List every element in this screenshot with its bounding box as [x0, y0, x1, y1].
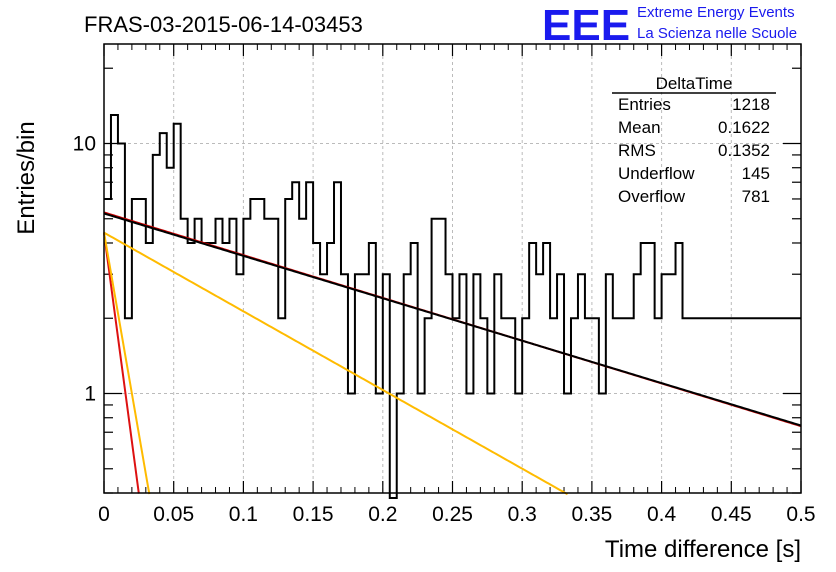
y-tick-label: 1 — [84, 383, 96, 406]
stats-label: RMS — [618, 141, 656, 160]
stats-title: DeltaTime — [656, 74, 733, 93]
x-tick-label: 0.3 — [508, 503, 537, 526]
stats-value: 0.1622 — [718, 118, 770, 137]
stats-label: Underflow — [618, 164, 695, 183]
fit-curve — [103, 231, 568, 496]
plot-frame: 0 0.05 0.1 0.15 0.2 0.25 0.3 0.35 0.4 0.45 0.5 1 10 — [73, 43, 816, 526]
x-tick-label: 0.45 — [711, 503, 752, 526]
x-tick-label: 0.2 — [368, 503, 397, 526]
eee-logo-line1: Extreme Energy Events — [637, 4, 795, 21]
stats-box: DeltaTime Entries 1218 Mean 0.1622 RMS 0.1352… — [612, 74, 776, 206]
x-tick-label: 0 — [98, 503, 110, 526]
histogram-line — [104, 114, 801, 499]
stats-label: Entries — [618, 95, 671, 114]
eee-logo: EEE — [542, 1, 630, 50]
stats-label: Mean — [618, 118, 661, 137]
fit-curves — [103, 211, 802, 496]
stats-value: 1218 — [732, 95, 770, 114]
x-tick-label: 0.35 — [571, 503, 612, 526]
fit-curve — [103, 232, 151, 495]
y-tick-label: 10 — [73, 132, 96, 155]
eee-logo-line2: La Scienza nelle Scuole — [637, 25, 797, 42]
stats-value: 781 — [742, 187, 770, 206]
x-tick-label: 0.5 — [786, 503, 815, 526]
stats-value: 145 — [742, 164, 770, 183]
grid — [103, 44, 802, 493]
stats-value: 0.1352 — [718, 141, 770, 160]
x-tick-label: 0.25 — [432, 503, 473, 526]
x-tick-label: 0.05 — [153, 503, 194, 526]
y-axis-label: Entries/bin — [13, 121, 40, 234]
x-tick-label: 0.15 — [293, 503, 334, 526]
x-tick-label: 0.1 — [229, 503, 258, 526]
x-tick-label: 0.4 — [647, 503, 677, 526]
plot-border — [103, 43, 802, 494]
fit-curve — [103, 232, 140, 494]
axis-ticks: 0 0.05 0.1 0.15 0.2 0.25 0.3 0.35 0.4 0.45 0.5 1 10 — [73, 44, 816, 526]
x-axis-label: Time difference [s] — [605, 536, 801, 563]
run-title: FRAS-03-2015-06-14-03453 — [84, 12, 363, 37]
fit-curve — [103, 212, 802, 427]
stats-label: Overflow — [618, 187, 686, 206]
